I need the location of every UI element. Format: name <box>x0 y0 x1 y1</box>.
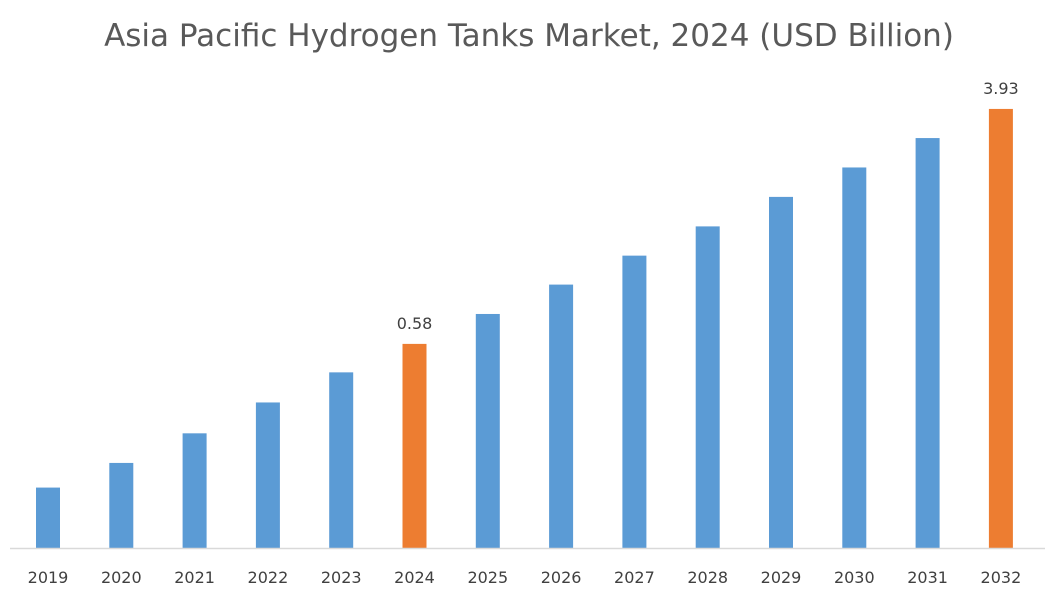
x-tick-label-2023: 2023 <box>321 568 362 587</box>
bar-2030 <box>842 167 867 548</box>
x-tick-label-2032: 2032 <box>981 568 1022 587</box>
bar-2025 <box>475 313 500 548</box>
x-tick-label-2029: 2029 <box>761 568 802 587</box>
x-tick-label-2021: 2021 <box>174 568 215 587</box>
bar-2026 <box>549 284 574 548</box>
x-tick-label-2027: 2027 <box>614 568 655 587</box>
bar-2028 <box>695 226 720 548</box>
bar-2019 <box>36 487 60 548</box>
chart-title: Asia Pacific Hydrogen Tanks Market, 2024… <box>104 18 954 54</box>
x-tick-label-2020: 2020 <box>101 568 142 587</box>
data-label-2024: 0.58 <box>397 314 433 333</box>
x-tick-label-2026: 2026 <box>541 568 582 587</box>
x-tick-label-2024: 2024 <box>394 568 435 587</box>
bar-2032 <box>988 108 1013 548</box>
x-tick-label-2022: 2022 <box>248 568 289 587</box>
bar-2022 <box>255 402 280 548</box>
x-tick-label-2019: 2019 <box>28 568 69 587</box>
data-label-2032: 3.93 <box>983 79 1019 98</box>
bar-2031 <box>915 138 940 548</box>
bar-2020 <box>109 462 134 548</box>
x-tick-label-2031: 2031 <box>907 568 948 587</box>
x-tick-label-2030: 2030 <box>834 568 875 587</box>
bar-2029 <box>769 196 793 548</box>
bar-2023 <box>329 372 354 548</box>
x-tick-label-2025: 2025 <box>467 568 508 587</box>
bar-2021 <box>182 433 207 548</box>
bar-2024 <box>402 343 427 548</box>
bar-2027 <box>622 255 647 548</box>
x-tick-label-2028: 2028 <box>687 568 728 587</box>
